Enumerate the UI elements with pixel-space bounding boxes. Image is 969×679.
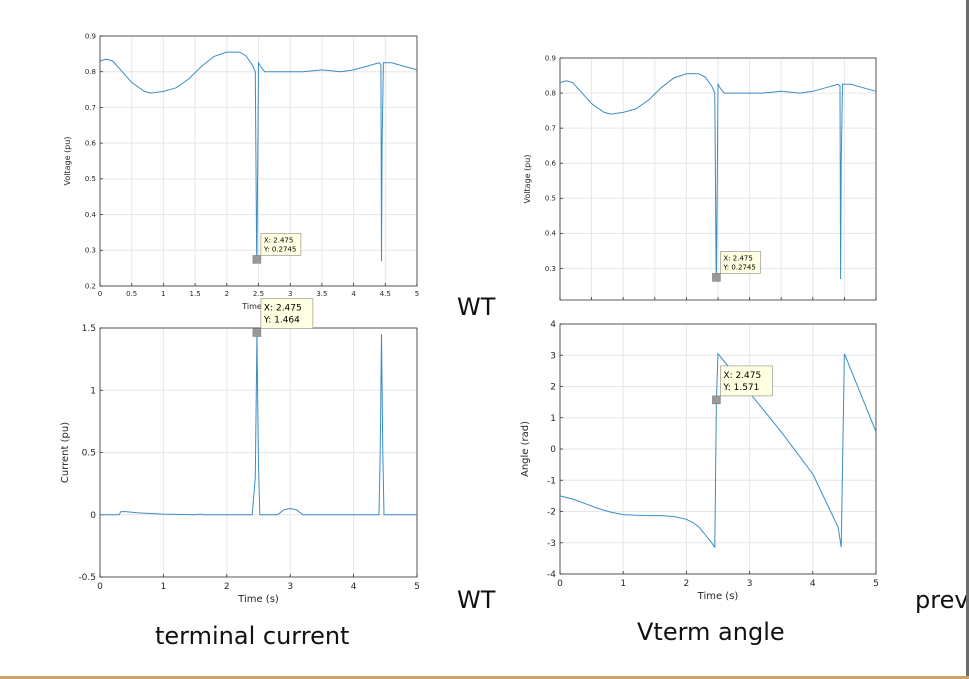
series-line [559,73,877,280]
y-tick-label: 0.8 [85,68,96,76]
y-tick-label: 0.4 [85,211,97,219]
window-edge-right [966,0,969,679]
series-line [100,332,417,516]
x-tick-label: 4 [351,290,356,298]
y-tick-label: -0.5 [78,573,96,583]
x-tick-label: 3 [287,582,293,592]
series-line [99,51,418,262]
x-tick-label: 5 [415,290,419,298]
wt-label-bottom: WT [457,586,496,614]
y-tick-label: 0.5 [82,449,96,459]
y-tick-label: 1 [90,386,96,396]
y-tick-label: 0.3 [545,265,556,273]
x-tick-label: 0 [557,579,563,589]
x-tick-label: 3 [747,579,753,589]
datatip-x-text: X: 2.475 [264,236,293,244]
x-tick-label: 4.5 [380,290,391,298]
y-tick-label: 2 [550,383,556,393]
y-tick-label: -2 [547,508,556,518]
y-tick-label: 0.5 [545,195,556,203]
datatip-y-text: Y: 1.464 [263,315,300,325]
datatip-box [720,365,773,397]
y-tick-label: -3 [547,539,556,549]
y-tick-label: 4 [550,320,556,330]
y-axis-label: Voltage (pu) [523,155,532,204]
datatip-y-text: Y: 1.571 [722,383,759,393]
x-tick-label: 0.5 [126,290,137,298]
x-axis-label: Time (s) [237,594,279,605]
datatip-y-text: Y: 0.2745 [722,263,755,271]
y-axis-label: Current (pu) [60,422,71,483]
y-tick-label: -4 [547,570,556,580]
datatip-y-text: Y: 0.2745 [263,245,296,253]
x-tick-label: 5 [414,582,420,592]
x-tick-label: 4 [810,579,816,589]
y-tick-label: 0.7 [545,124,556,132]
y-tick-label: 0.8 [545,89,556,97]
y-axis-label: Voltage (pu) [63,137,72,186]
vterm-angle-caption: Vterm angle [637,618,785,646]
x-tick-label: 3.5 [316,290,327,298]
x-tick-label: 2.5 [253,290,264,298]
y-tick-label: 0.5 [85,175,96,183]
y-tick-label: 0 [550,445,556,455]
datatip-marker [252,255,262,264]
x-tick-label: 1 [620,579,626,589]
x-tick-label: 0 [97,582,103,592]
datatip-x-text: X: 2.475 [723,371,761,381]
y-tick-label: 0.3 [85,247,96,255]
y-tick-label: 0.9 [545,54,556,62]
y-tick-label: 1 [550,414,556,424]
x-tick-label: 0 [98,290,102,298]
x-tick-label: 1.5 [190,290,201,298]
y-tick-label: 0.9 [85,32,96,40]
datatip-box [720,251,761,274]
y-axis-label: Angle (rad) [520,421,531,477]
x-tick-label: 1 [161,582,167,592]
y-tick-label: 0 [90,511,96,521]
y-tick-label: -1 [547,476,556,486]
prev-label[interactable]: prev [915,586,969,614]
x-tick-label: 2 [225,290,229,298]
x-tick-label: 5 [873,579,879,589]
y-tick-label: 1.5 [82,324,96,334]
datatip-marker [252,328,262,337]
y-tick-label: 0.4 [545,230,557,238]
y-tick-label: 3 [550,351,556,361]
y-tick-label: 0.2 [85,282,96,290]
y-tick-label: 0.6 [85,139,97,147]
x-tick-label: 2 [684,579,690,589]
series-line [559,352,877,549]
datatip-marker [712,273,721,282]
datatip-box [260,298,314,329]
slide-bottom-border [0,676,969,679]
x-axis-label: Time (s) [697,591,739,602]
x-tick-label: 1 [161,290,165,298]
y-tick-label: 0.7 [85,104,96,112]
datatip-x-text: X: 2.475 [723,254,752,262]
x-tick-label: 2 [224,582,230,592]
terminal-current-caption: terminal current [155,622,350,650]
wt-label-top: WT [457,293,496,321]
x-tick-label: 3 [288,290,292,298]
x-tick-label: 4 [351,582,357,592]
y-tick-label: 0.6 [545,160,557,168]
datatip-x-text: X: 2.475 [264,303,302,313]
datatip-box [260,233,302,256]
datatip-marker [712,395,721,405]
x-axis-label: Time (s) [241,302,275,311]
